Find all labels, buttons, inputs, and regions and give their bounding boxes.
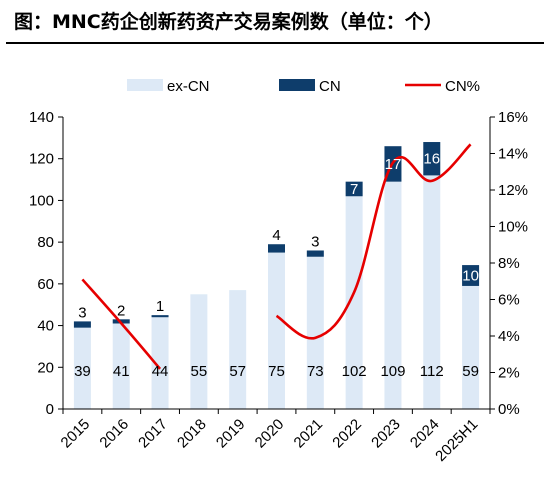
- bar-ex-cn: [423, 175, 441, 409]
- y2-tick-label: 8%: [498, 255, 520, 272]
- y-tick-label: 0: [46, 401, 54, 418]
- title-divider: [6, 42, 544, 44]
- bar-label-ex-cn: 57: [229, 363, 246, 380]
- x-tick-label: 2015: [58, 416, 94, 452]
- bar-label-cn: 3: [311, 233, 319, 250]
- bar-label-cn: 1: [156, 298, 164, 315]
- legend-label-cn: CN: [319, 78, 341, 95]
- bar-label-ex-cn: 55: [191, 363, 208, 380]
- cn-percent-line: [81, 278, 162, 370]
- x-tick-label: 2023: [368, 416, 404, 452]
- line-layer: [81, 143, 472, 370]
- y-tick-label: 20: [37, 359, 54, 376]
- bar-cn: [423, 142, 441, 176]
- bars-layer: [73, 142, 480, 409]
- cn-percent-line: [275, 143, 472, 340]
- bar-cn: [345, 181, 363, 197]
- bar-cn: [268, 244, 285, 253]
- y-tick-label: 100: [29, 192, 54, 209]
- x-tick-label: 2024: [407, 416, 443, 452]
- bar-label-cn: 2: [117, 302, 125, 319]
- legend-swatch-cn: [279, 79, 315, 91]
- y-tick-label: 60: [37, 276, 54, 293]
- y2-tick-label: 0%: [498, 401, 520, 418]
- x-tick-label: 2018: [174, 416, 210, 452]
- bar-label-ex-cn: 41: [113, 363, 130, 380]
- legend-swatch-ex-cn: [127, 79, 163, 91]
- bar-ex-cn: [384, 181, 402, 409]
- bar-label-ex-cn: 75: [268, 363, 285, 380]
- bar-ex-cn: [268, 252, 285, 409]
- bar-ex-cn: [462, 285, 480, 409]
- x-tick-label: 2025H1: [432, 416, 481, 465]
- bar-label-ex-cn: 102: [342, 363, 367, 380]
- x-tick-label: 2020: [252, 416, 288, 452]
- bar-ex-cn: [151, 317, 169, 409]
- x-tick-label: 2021: [291, 416, 327, 452]
- y2-tick-label: 12%: [498, 182, 528, 199]
- bar-label-cn: 3: [78, 304, 86, 321]
- bar-cn: [462, 265, 480, 286]
- bar-label-ex-cn: 44: [152, 363, 169, 380]
- bar-label-ex-cn: 112: [420, 363, 444, 380]
- bar-cn: [306, 250, 324, 257]
- bar-ex-cn: [190, 294, 208, 409]
- y-tick-label: 40: [37, 318, 54, 335]
- bar-label-ex-cn: 39: [74, 363, 91, 380]
- bar-ex-cn: [73, 327, 91, 409]
- bar-label-ex-cn: 109: [380, 363, 405, 380]
- y2-tick-label: 16%: [498, 109, 528, 126]
- bar-ex-cn: [345, 196, 363, 409]
- y-tick-label: 80: [37, 234, 54, 251]
- y-tick-label: 120: [29, 151, 54, 168]
- bar-label-cn: 16: [423, 151, 440, 168]
- bar-label-cn: 4: [272, 227, 280, 244]
- page-title: 图：MNC药企创新药资产交易案例数（单位：个）: [14, 11, 443, 33]
- y-tick-label: 140: [29, 109, 54, 126]
- bar-ex-cn: [112, 323, 130, 409]
- y2-tick-label: 2%: [498, 365, 520, 382]
- bar-label-cn: 10: [462, 268, 479, 285]
- bar-label-cn: 7: [350, 181, 358, 198]
- legend-label-ex-cn: ex-CN: [167, 78, 210, 95]
- legend: ex-CN CN CN%: [127, 78, 480, 95]
- bar-label-cn: 17: [385, 156, 402, 173]
- x-tick-label: 2022: [329, 416, 365, 452]
- y2-tick-label: 10%: [498, 219, 528, 236]
- bar-ex-cn: [229, 290, 247, 409]
- y2-tick-label: 14%: [498, 146, 528, 163]
- bar-cn: [151, 315, 169, 318]
- y2-tick-label: 4%: [498, 328, 520, 345]
- bar-cn: [73, 321, 91, 328]
- bar-label-ex-cn: 59: [462, 363, 479, 380]
- bar-label-ex-cn: 73: [307, 363, 324, 380]
- x-tick-label: 2017: [135, 416, 171, 452]
- labels-layer: 39 3 41 2 44 1 55 57 75 4 73 3 102 7 109 17 112 16 59 10: [74, 151, 479, 380]
- bar-ex-cn: [306, 256, 324, 409]
- x-tick-label: 2019: [213, 416, 249, 452]
- y2-tick-label: 6%: [498, 292, 520, 309]
- x-tick-label: 2016: [96, 416, 132, 452]
- legend-label-cn-percent: CN%: [445, 78, 480, 95]
